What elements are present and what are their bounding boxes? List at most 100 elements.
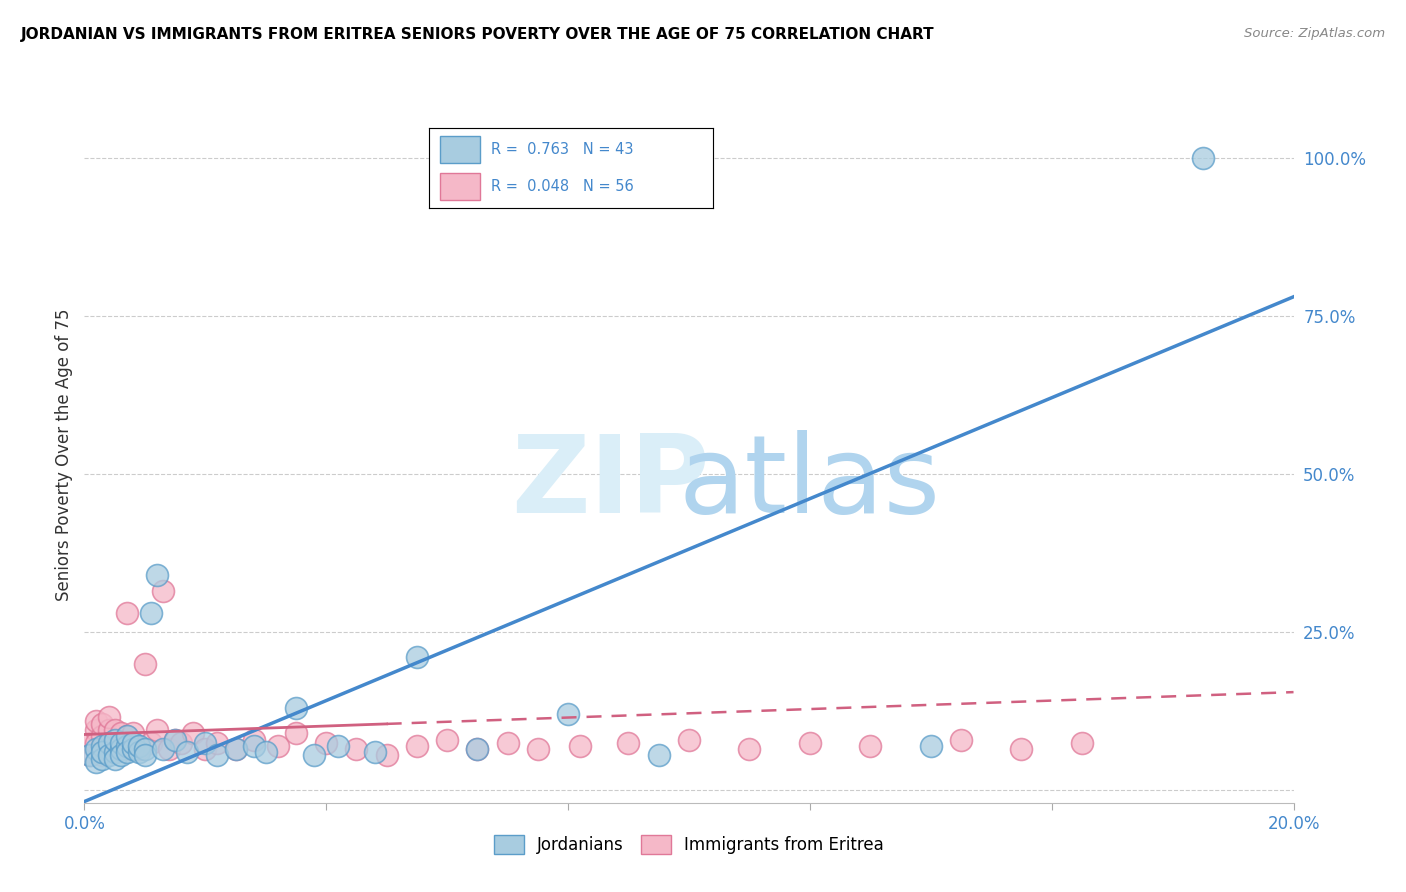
- Point: [152, 583, 174, 598]
- Point: [557, 707, 579, 722]
- Point: [79, 748, 101, 763]
- Text: JORDANIAN VS IMMIGRANTS FROM ERITREA SENIORS POVERTY OVER THE AGE OF 75 CORRELAT: JORDANIAN VS IMMIGRANTS FROM ERITREA SEN…: [21, 27, 935, 42]
- Point: [375, 748, 398, 763]
- Point: [110, 739, 132, 753]
- Point: [496, 736, 519, 750]
- Point: [110, 736, 132, 750]
- Point: [91, 745, 114, 759]
- Point: [170, 736, 193, 750]
- Point: [526, 742, 548, 756]
- Point: [1071, 736, 1094, 750]
- Point: [406, 739, 429, 753]
- Point: [207, 748, 229, 763]
- Point: [346, 742, 368, 756]
- Point: [406, 650, 429, 665]
- Point: [110, 742, 132, 756]
- Point: [91, 748, 114, 763]
- Point: [207, 736, 229, 750]
- Point: [254, 745, 277, 759]
- Text: ZIP: ZIP: [512, 430, 710, 536]
- Point: [104, 732, 127, 747]
- Point: [91, 730, 114, 744]
- Point: [86, 742, 108, 756]
- Point: [128, 742, 150, 756]
- Point: [569, 739, 592, 753]
- Point: [363, 745, 385, 759]
- Point: [950, 732, 973, 747]
- Point: [1191, 151, 1213, 165]
- Point: [242, 739, 264, 753]
- Point: [110, 742, 132, 756]
- Point: [115, 745, 138, 759]
- Point: [134, 748, 156, 763]
- Y-axis label: Seniors Poverty Over the Age of 75: Seniors Poverty Over the Age of 75: [55, 309, 73, 601]
- Point: [115, 730, 138, 744]
- Point: [134, 742, 156, 756]
- Point: [181, 726, 204, 740]
- Point: [194, 742, 217, 756]
- Point: [157, 742, 180, 756]
- Point: [617, 736, 640, 750]
- Legend: Jordanians, Immigrants from Eritrea: Jordanians, Immigrants from Eritrea: [488, 828, 890, 861]
- Point: [225, 742, 247, 756]
- Point: [79, 736, 101, 750]
- Point: [97, 710, 120, 724]
- Point: [97, 736, 120, 750]
- Point: [86, 723, 108, 737]
- Point: [678, 732, 700, 747]
- Point: [110, 748, 132, 763]
- Point: [104, 745, 127, 759]
- Point: [104, 745, 127, 759]
- Point: [284, 701, 308, 715]
- Point: [799, 736, 821, 750]
- Point: [328, 739, 350, 753]
- Point: [467, 742, 489, 756]
- Point: [152, 742, 174, 756]
- Point: [267, 739, 290, 753]
- Point: [163, 732, 186, 747]
- Point: [920, 739, 942, 753]
- Point: [115, 742, 138, 756]
- Point: [163, 732, 186, 747]
- Point: [104, 751, 127, 765]
- Point: [115, 739, 138, 753]
- Point: [225, 742, 247, 756]
- Point: [738, 742, 761, 756]
- Point: [110, 726, 132, 740]
- Point: [121, 736, 143, 750]
- Point: [128, 745, 150, 759]
- Point: [121, 736, 143, 750]
- Point: [104, 742, 127, 756]
- Point: [467, 742, 489, 756]
- Point: [86, 755, 108, 769]
- Point: [315, 736, 337, 750]
- Text: Source: ZipAtlas.com: Source: ZipAtlas.com: [1244, 27, 1385, 40]
- Point: [146, 723, 169, 737]
- Point: [647, 748, 671, 763]
- Point: [139, 606, 162, 620]
- Point: [86, 714, 108, 728]
- Text: atlas: atlas: [679, 430, 941, 536]
- Point: [104, 732, 127, 747]
- Point: [146, 568, 169, 582]
- Point: [128, 739, 150, 753]
- Point: [859, 739, 882, 753]
- Point: [436, 732, 458, 747]
- Point: [91, 739, 114, 753]
- Point: [86, 736, 108, 750]
- Point: [104, 723, 127, 737]
- Point: [115, 730, 138, 744]
- Point: [97, 736, 120, 750]
- Point: [97, 748, 120, 763]
- Point: [115, 606, 138, 620]
- Point: [134, 657, 156, 671]
- Point: [91, 742, 114, 756]
- Point: [176, 745, 198, 759]
- Point: [302, 748, 325, 763]
- Point: [242, 732, 264, 747]
- Point: [194, 736, 217, 750]
- Point: [139, 736, 162, 750]
- Point: [121, 726, 143, 740]
- Point: [91, 716, 114, 731]
- Point: [79, 748, 101, 763]
